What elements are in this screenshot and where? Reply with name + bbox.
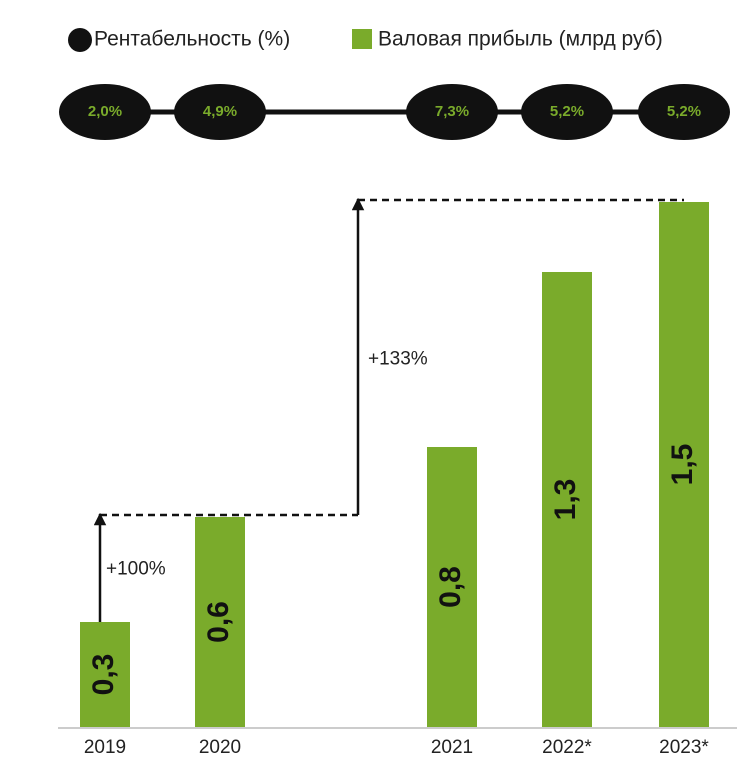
bar bbox=[427, 447, 477, 727]
margin-marker bbox=[638, 84, 730, 140]
legend-label: Рентабельность (%) bbox=[94, 28, 290, 51]
growth-label: +100% bbox=[106, 559, 166, 580]
margin-marker bbox=[174, 84, 266, 140]
x-tick-label: 2021 bbox=[431, 737, 473, 758]
margin-marker bbox=[521, 84, 613, 140]
x-tick-label: 2019 bbox=[84, 737, 126, 758]
margin-marker bbox=[59, 84, 151, 140]
margin-label: 5,2% bbox=[550, 103, 584, 120]
margin-label: 4,9% bbox=[203, 103, 237, 120]
legend-marker bbox=[352, 29, 372, 49]
growth-label: +133% bbox=[368, 349, 428, 370]
legend-label: Валовая прибыль (млрд руб) bbox=[378, 28, 663, 51]
x-tick-label: 2023* bbox=[659, 737, 709, 758]
bar-value-label: 1,5 bbox=[666, 444, 699, 486]
bar-value-label: 0,6 bbox=[202, 601, 235, 643]
x-tick-label: 2022* bbox=[542, 737, 592, 758]
bar-value-label: 0,3 bbox=[87, 654, 120, 696]
legend-marker bbox=[68, 28, 92, 52]
margin-label: 5,2% bbox=[667, 103, 701, 120]
x-tick-label: 2020 bbox=[199, 737, 241, 758]
bar bbox=[542, 272, 592, 727]
margin-marker bbox=[406, 84, 498, 140]
margin-label: 7,3% bbox=[435, 103, 469, 120]
bar-value-label: 0,8 bbox=[434, 566, 467, 608]
margin-label: 2,0% bbox=[88, 103, 122, 120]
bar bbox=[195, 517, 245, 727]
bar bbox=[80, 622, 130, 727]
bar-value-label: 1,3 bbox=[549, 479, 582, 521]
bar bbox=[659, 202, 709, 727]
